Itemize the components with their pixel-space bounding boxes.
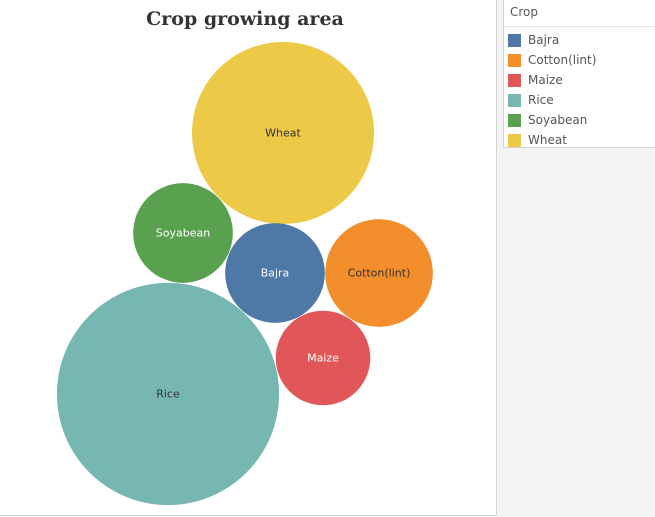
legend-label-wheat: Wheat (528, 133, 567, 147)
bubble-circle-wheat[interactable] (192, 42, 374, 224)
side-panel: Crop Bajra Cotton(lint) Maize Rice Soyabean W… (497, 0, 655, 517)
legend-swatch-soyabean (508, 113, 521, 127)
legend-item-rice[interactable]: Rice (508, 90, 596, 110)
bubble-wheat[interactable]: Wheat (192, 42, 374, 224)
bubble-maize[interactable]: Maize (275, 310, 371, 406)
bubble-label-maize: Maize (307, 352, 339, 365)
legend-swatch-maize (508, 73, 521, 87)
legend-item-bajra[interactable]: Bajra (508, 30, 596, 50)
bubble-bajra[interactable]: Bajra (225, 223, 325, 323)
bubble-rice[interactable]: Rice (56, 282, 280, 506)
legend: Crop Bajra Cotton(lint) Maize Rice Soyabean W… (503, 0, 655, 148)
legend-item-soyabean[interactable]: Soyabean (508, 110, 596, 130)
legend-label-bajra: Bajra (528, 33, 560, 47)
legend-swatch-cotton-lint (508, 53, 521, 67)
bubble-label-soyabean: Soyabean (156, 227, 210, 240)
legend-divider (504, 26, 655, 27)
bubble-circle-soyabean[interactable] (133, 183, 233, 283)
bubble-label-wheat: Wheat (265, 127, 301, 140)
bubble-cotton-lint[interactable]: Cotton(lint) (325, 219, 433, 327)
bubble-soyabean[interactable]: Soyabean (133, 183, 233, 283)
bubble-label-rice: Rice (156, 388, 180, 401)
legend-swatch-bajra (508, 33, 521, 47)
chart-title: Crop growing area (146, 8, 344, 30)
chart-area: Crop growing area Wheat Soyabean Bajra Cott… (0, 0, 497, 516)
legend-item-cotton-lint[interactable]: Cotton(lint) (508, 50, 596, 70)
bubble-circle-bajra[interactable] (225, 223, 325, 323)
legend-label-cotton-lint: Cotton(lint) (528, 53, 597, 67)
bubble-label-cotton-lint: Cotton(lint) (348, 267, 411, 280)
bubble-circle-cotton-lint[interactable] (325, 219, 433, 327)
legend-label-soyabean: Soyabean (528, 113, 588, 127)
legend-item-maize[interactable]: Maize (508, 70, 596, 90)
legend-item-wheat[interactable]: Wheat (508, 130, 596, 150)
legend-title: Crop (510, 5, 539, 19)
legend-label-maize: Maize (528, 73, 563, 87)
legend-items: Bajra Cotton(lint) Maize Rice Soyabean Wheat (508, 30, 596, 150)
bubble-circle-rice[interactable] (56, 282, 280, 506)
legend-swatch-rice (508, 93, 521, 107)
legend-swatch-wheat (508, 133, 521, 147)
bubble-chart: Wheat Soyabean Bajra Cotton(lint) Maize Rice (56, 42, 433, 506)
bubble-label-bajra: Bajra (261, 267, 290, 280)
bubble-circle-maize[interactable] (275, 310, 371, 406)
legend-label-rice: Rice (528, 93, 554, 107)
